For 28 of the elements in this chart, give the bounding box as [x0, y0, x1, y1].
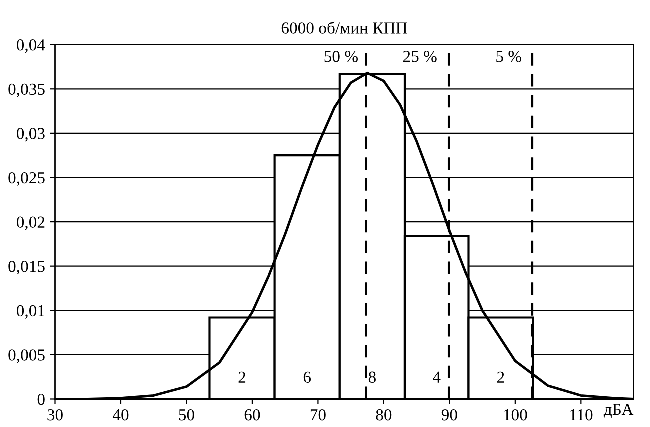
- annotation: 6: [304, 372, 312, 384]
- x-tick-label: 70: [310, 409, 326, 421]
- y-tick-label: 0,03: [16, 128, 45, 142]
- annotation: 5 %: [496, 51, 522, 62]
- x-axis-title: дБА: [604, 404, 634, 418]
- y-tick-label: 0,005: [8, 350, 45, 364]
- y-tick-label: 0,035: [8, 84, 45, 98]
- x-tick-label: 50: [179, 409, 194, 421]
- x-tick-label: 80: [376, 409, 392, 421]
- annotation: 2: [238, 372, 246, 383]
- annotation: 50 %: [324, 51, 358, 62]
- x-tick-label: 110: [570, 409, 593, 421]
- y-tick-label: 0,015: [8, 261, 45, 275]
- annotation: 4: [433, 372, 441, 383]
- x-tick-label: 100: [504, 409, 528, 421]
- y-tick-label: 0,025: [8, 172, 45, 186]
- annotation: 8: [368, 372, 376, 384]
- y-tick-label: 0: [38, 394, 45, 406]
- annotation: 25 %: [403, 51, 437, 62]
- x-tick-label: 30: [48, 409, 63, 421]
- y-tick-label: 0,02: [16, 216, 45, 230]
- y-tick-label: 0,04: [16, 40, 46, 54]
- y-tick-label: 0,01: [16, 305, 45, 319]
- x-tick-label: 40: [112, 409, 129, 421]
- x-tick-label: 60: [244, 409, 260, 421]
- chart-title: 6000 об/мин КПП: [282, 22, 408, 34]
- annotation: 2: [498, 372, 504, 383]
- x-tick-label: 90: [442, 409, 458, 421]
